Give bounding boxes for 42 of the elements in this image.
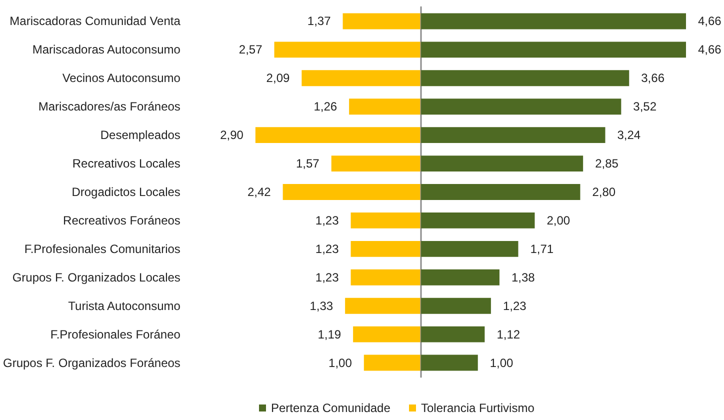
y-tick-label: Grupos F. Organizados Locales — [12, 270, 180, 284]
bar — [342, 13, 421, 30]
data-label: 1,23 — [315, 213, 340, 228]
data-label: 2,09 — [266, 71, 290, 86]
y-tick-label: Recreativos Locales — [72, 156, 180, 171]
data-label: 3,52 — [633, 100, 657, 114]
data-label: 1,19 — [318, 327, 342, 342]
y-tick-label: Desempleados — [100, 128, 180, 142]
y-tick-label: Mariscadoras Comunidad Venta — [10, 14, 181, 28]
data-label: 4,66 — [698, 14, 722, 28]
y-tick-label: Mariscadoras Autoconsumo — [32, 42, 181, 57]
y-tick-label: Mariscadores/as Foráneos — [38, 100, 180, 114]
data-label: 4,66 — [698, 42, 722, 57]
data-label: 1,23 — [315, 270, 340, 284]
data-label: 1,57 — [296, 156, 320, 171]
y-tick-label: Turista Autoconsumo — [68, 298, 181, 313]
data-label: 2,80 — [592, 185, 616, 199]
data-label: 2,90 — [220, 128, 244, 142]
data-label: 1,00 — [328, 356, 352, 370]
y-tick-label: F.Profesionales Comunitarios — [24, 242, 180, 256]
data-label: 1,12 — [496, 327, 520, 342]
y-tick-label: Recreativos Foráneos — [63, 213, 180, 228]
legend-label: Pertenza Comunidade — [271, 401, 391, 415]
data-label: 3,24 — [617, 128, 641, 142]
data-label: 2,00 — [546, 213, 570, 228]
y-tick-label: Grupos F. Organizados Foráneos — [3, 356, 180, 370]
data-label: 1,23 — [502, 298, 527, 313]
data-label: 3,66 — [641, 71, 665, 86]
legend-label: Tolerancia Furtivismo — [421, 401, 535, 415]
data-label: 2,42 — [247, 185, 272, 199]
data-label: 1,71 — [530, 242, 554, 256]
y-tick-label: F.Profesionales Foráneo — [50, 327, 181, 342]
data-label: 1,23 — [315, 242, 340, 256]
y-tick-label: Drogadictos Locales — [72, 185, 180, 199]
data-label: 1,38 — [511, 270, 536, 284]
data-label: 2,57 — [238, 42, 263, 57]
data-label: 1,33 — [310, 298, 334, 313]
data-label: 1,37 — [307, 14, 332, 28]
data-label: 1,26 — [314, 100, 338, 114]
y-tick-label: Vecinos Autoconsumo — [62, 71, 181, 86]
data-label: 2,85 — [595, 156, 619, 171]
data-label: 1,00 — [490, 356, 514, 370]
